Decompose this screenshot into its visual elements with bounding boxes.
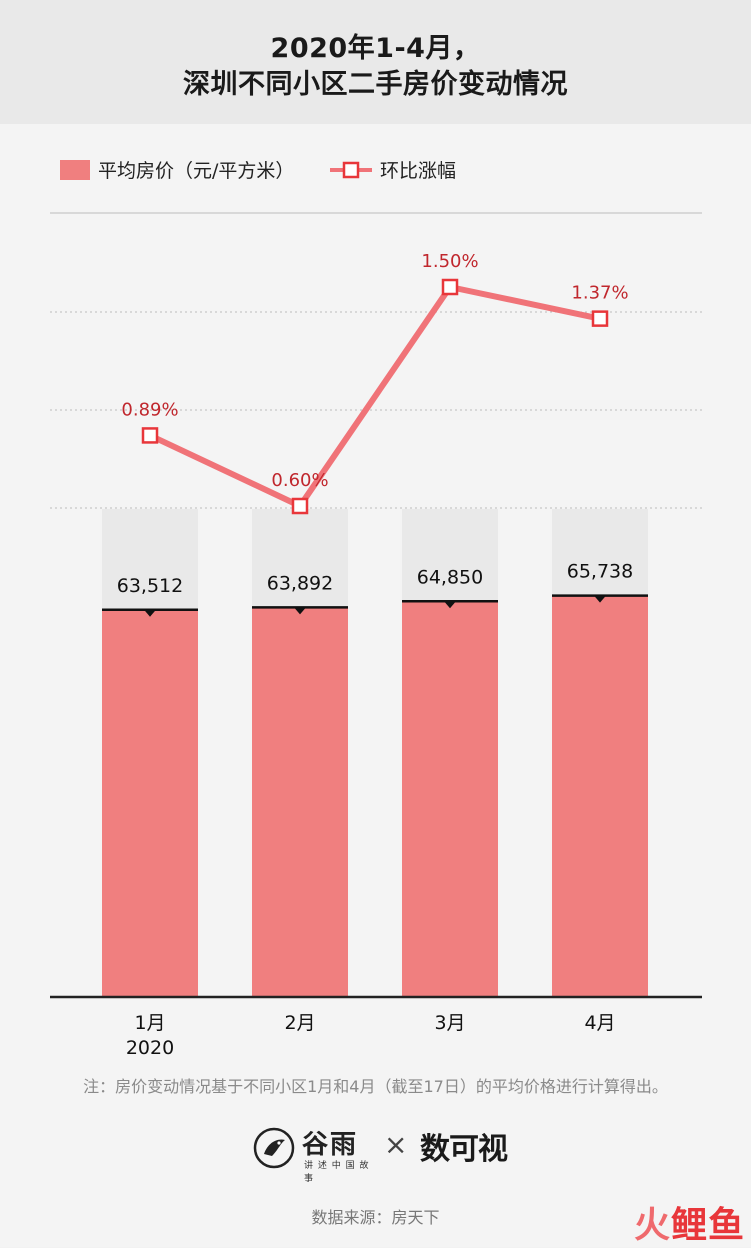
x-tick-sublabel: 2020 bbox=[126, 1037, 174, 1059]
bar bbox=[252, 607, 348, 997]
chart: 平均房价（元/平方米） 环比涨幅 63,512 63,892 64,850 65,73… bbox=[50, 160, 702, 1059]
line-series: 0.89% 0.60% 1.50% 1.37% bbox=[121, 251, 629, 515]
bar-value-label: 63,512 bbox=[117, 575, 183, 597]
corner-watermark: 火鲤鱼 bbox=[634, 1196, 745, 1248]
corner-watermark-a: 火 bbox=[634, 1205, 672, 1246]
bar-value-label: 64,850 bbox=[417, 566, 483, 588]
guyu-logo-name: 谷雨 bbox=[302, 1130, 359, 1160]
gridlines bbox=[50, 311, 702, 509]
footnote: 注：房价变动情况基于不同小区1月和4月（截至17日）的平均价格进行计算得出。 bbox=[83, 1077, 668, 1096]
pct-point bbox=[591, 310, 609, 327]
pct-point bbox=[441, 278, 459, 296]
page-title-line1: 2020年1-4月， bbox=[270, 33, 481, 64]
bar-value-label: 65,738 bbox=[567, 561, 633, 583]
guyu-logo: 谷雨 讲 述 中 国 故 事 bbox=[252, 1124, 382, 1184]
chart-area: 平均房价（元/平方米） 环比涨幅 63,512 63,892 64,850 65,73… bbox=[0, 124, 751, 1247]
guyu-logo-subtitle: 讲 述 中 国 故 事 bbox=[304, 1161, 370, 1184]
bar bbox=[402, 601, 498, 997]
bird-icon bbox=[253, 1127, 295, 1169]
legend-bar-swatch bbox=[60, 160, 90, 180]
x-tick-label: 1月 bbox=[134, 1012, 165, 1034]
bar bbox=[102, 609, 198, 997]
bar-top-marker bbox=[444, 601, 456, 609]
x-axis-labels: 1月 2020 2月 3月 4月 bbox=[126, 1012, 616, 1059]
legend-line-marker bbox=[342, 161, 360, 179]
times-icon: × bbox=[384, 1128, 408, 1161]
pct-value-label: 0.60% bbox=[271, 470, 328, 491]
legend-bar-label: 平均房价（元/平方米） bbox=[98, 160, 294, 182]
logo-row: 谷雨 讲 述 中 国 故 事 × 数可视 bbox=[0, 1120, 751, 1184]
pct-point bbox=[141, 427, 159, 444]
header: 2020年1-4月， 深圳不同小区二手房价变动情况 bbox=[0, 0, 751, 124]
bar-value-label: 63,892 bbox=[267, 572, 333, 594]
bars: 63,512 63,892 64,850 65,738 bbox=[102, 509, 648, 997]
x-tick-label: 4月 bbox=[584, 1012, 615, 1034]
pct-value-label: 0.89% bbox=[121, 399, 178, 420]
pct-value-label: 1.37% bbox=[571, 283, 628, 304]
shukeshi-logo: 数可视 bbox=[420, 1132, 508, 1167]
data-source: 数据来源：房天下 bbox=[311, 1208, 440, 1227]
legend: 平均房价（元/平方米） 环比涨幅 bbox=[60, 160, 456, 182]
bar-top-marker bbox=[144, 609, 156, 617]
bar-top-marker bbox=[594, 595, 606, 603]
pct-value-label: 1.50% bbox=[421, 251, 478, 272]
legend-line-label: 环比涨幅 bbox=[380, 160, 456, 182]
x-tick-label: 3月 bbox=[434, 1012, 465, 1034]
page-title-line2: 深圳不同小区二手房价变动情况 bbox=[183, 69, 568, 100]
x-tick-label: 2月 bbox=[284, 1012, 315, 1034]
corner-watermark-b: 鲤鱼 bbox=[671, 1205, 746, 1246]
bar-top-marker bbox=[294, 607, 306, 615]
bar bbox=[552, 595, 648, 997]
pct-line bbox=[148, 284, 601, 509]
pct-point bbox=[291, 497, 309, 515]
